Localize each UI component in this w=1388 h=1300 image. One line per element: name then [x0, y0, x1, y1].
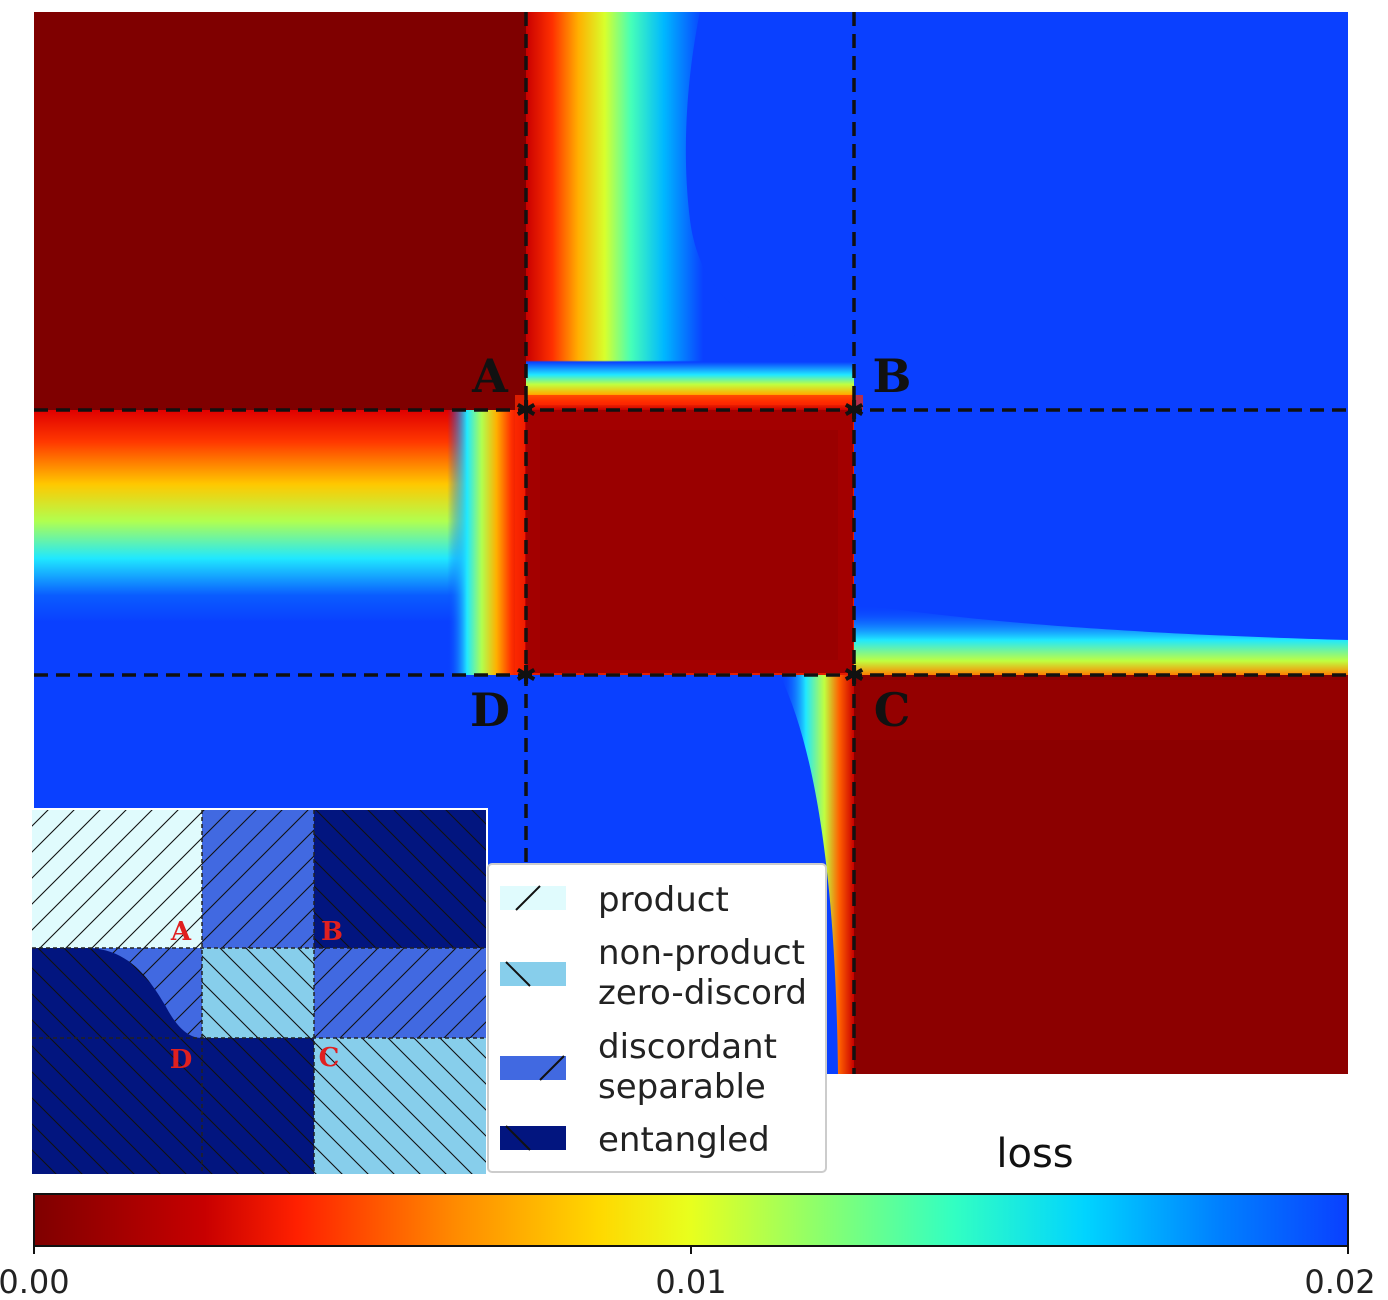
region-top-right [854, 12, 1348, 410]
colorbar-tick-label-2: 0.02 [1304, 1263, 1375, 1300]
point-label-d: D [470, 683, 510, 737]
legend: product non-product zero-discord discord… [487, 863, 827, 1173]
legend-label-discordant-1: discordant [598, 1027, 777, 1067]
inset-hatch-product [32, 810, 202, 948]
legend-label-nonproduct-2: zero-discord [598, 973, 807, 1013]
legend-hatch-nonproduct [505, 961, 531, 987]
legend-swatch-product [500, 886, 566, 910]
legend-label-product: product [598, 880, 729, 920]
colorbar-tick-label-0: 0.00 [0, 1263, 70, 1300]
legend-hatch-discordant [539, 1055, 565, 1081]
legend-label-entangled: entangled [598, 1120, 770, 1160]
legend-hatch-entangled [505, 1125, 531, 1151]
colorbar-tick-label-1: 0.01 [655, 1263, 726, 1300]
legend-box [487, 863, 827, 1173]
colorbar-title: loss [996, 1131, 1073, 1177]
inset-hatch-bottom-left [32, 1038, 314, 1174]
top-middle-bottom-band [526, 250, 854, 410]
colorbar-bar [33, 1193, 1349, 1247]
center-core [540, 430, 838, 660]
bottom-right-shade [860, 680, 1348, 740]
inset-hatch-bottom-right [314, 1038, 486, 1174]
marker-a: ✱ [515, 396, 537, 426]
legend-label-discordant-2: separable [598, 1067, 766, 1107]
region-top-left [34, 12, 526, 410]
inset-label-c: C [319, 1043, 340, 1073]
colorbar: loss 0.00 0.01 0.02 [0, 1131, 1376, 1300]
legend-swatch-discordant [500, 1056, 566, 1080]
inset-hatch-top-right [314, 810, 486, 948]
inset-hatch-top-middle [202, 810, 314, 948]
inset-hatch-center [202, 948, 314, 1038]
middle-right-band [854, 605, 1348, 675]
legend-hatch-product [515, 885, 541, 911]
inset-entangled-curve-hatch [32, 948, 202, 1038]
point-label-a: A [471, 349, 509, 403]
marker-d: ✱ [515, 661, 537, 691]
inset-label-d: D [170, 1045, 193, 1075]
inset-label-a: A [170, 917, 192, 947]
inset-label-b: B [321, 917, 343, 947]
point-markers: ✱ ✱ ✱ ✱ A B C D [470, 349, 911, 737]
middle-left-right-band [34, 410, 526, 675]
inset-diagram: A B C D [30, 808, 488, 1176]
marker-b: ✱ [843, 396, 865, 426]
inset-hatch-mid-right [314, 948, 486, 1038]
point-label-c: C [874, 683, 911, 737]
marker-c: ✱ [843, 661, 865, 691]
legend-label-nonproduct-1: non-product [598, 933, 805, 973]
heatmap-plot [34, 12, 1348, 1074]
bottom-middle-band [780, 675, 854, 1074]
point-label-b: B [873, 349, 912, 403]
region-bottom-right [854, 675, 1348, 1074]
